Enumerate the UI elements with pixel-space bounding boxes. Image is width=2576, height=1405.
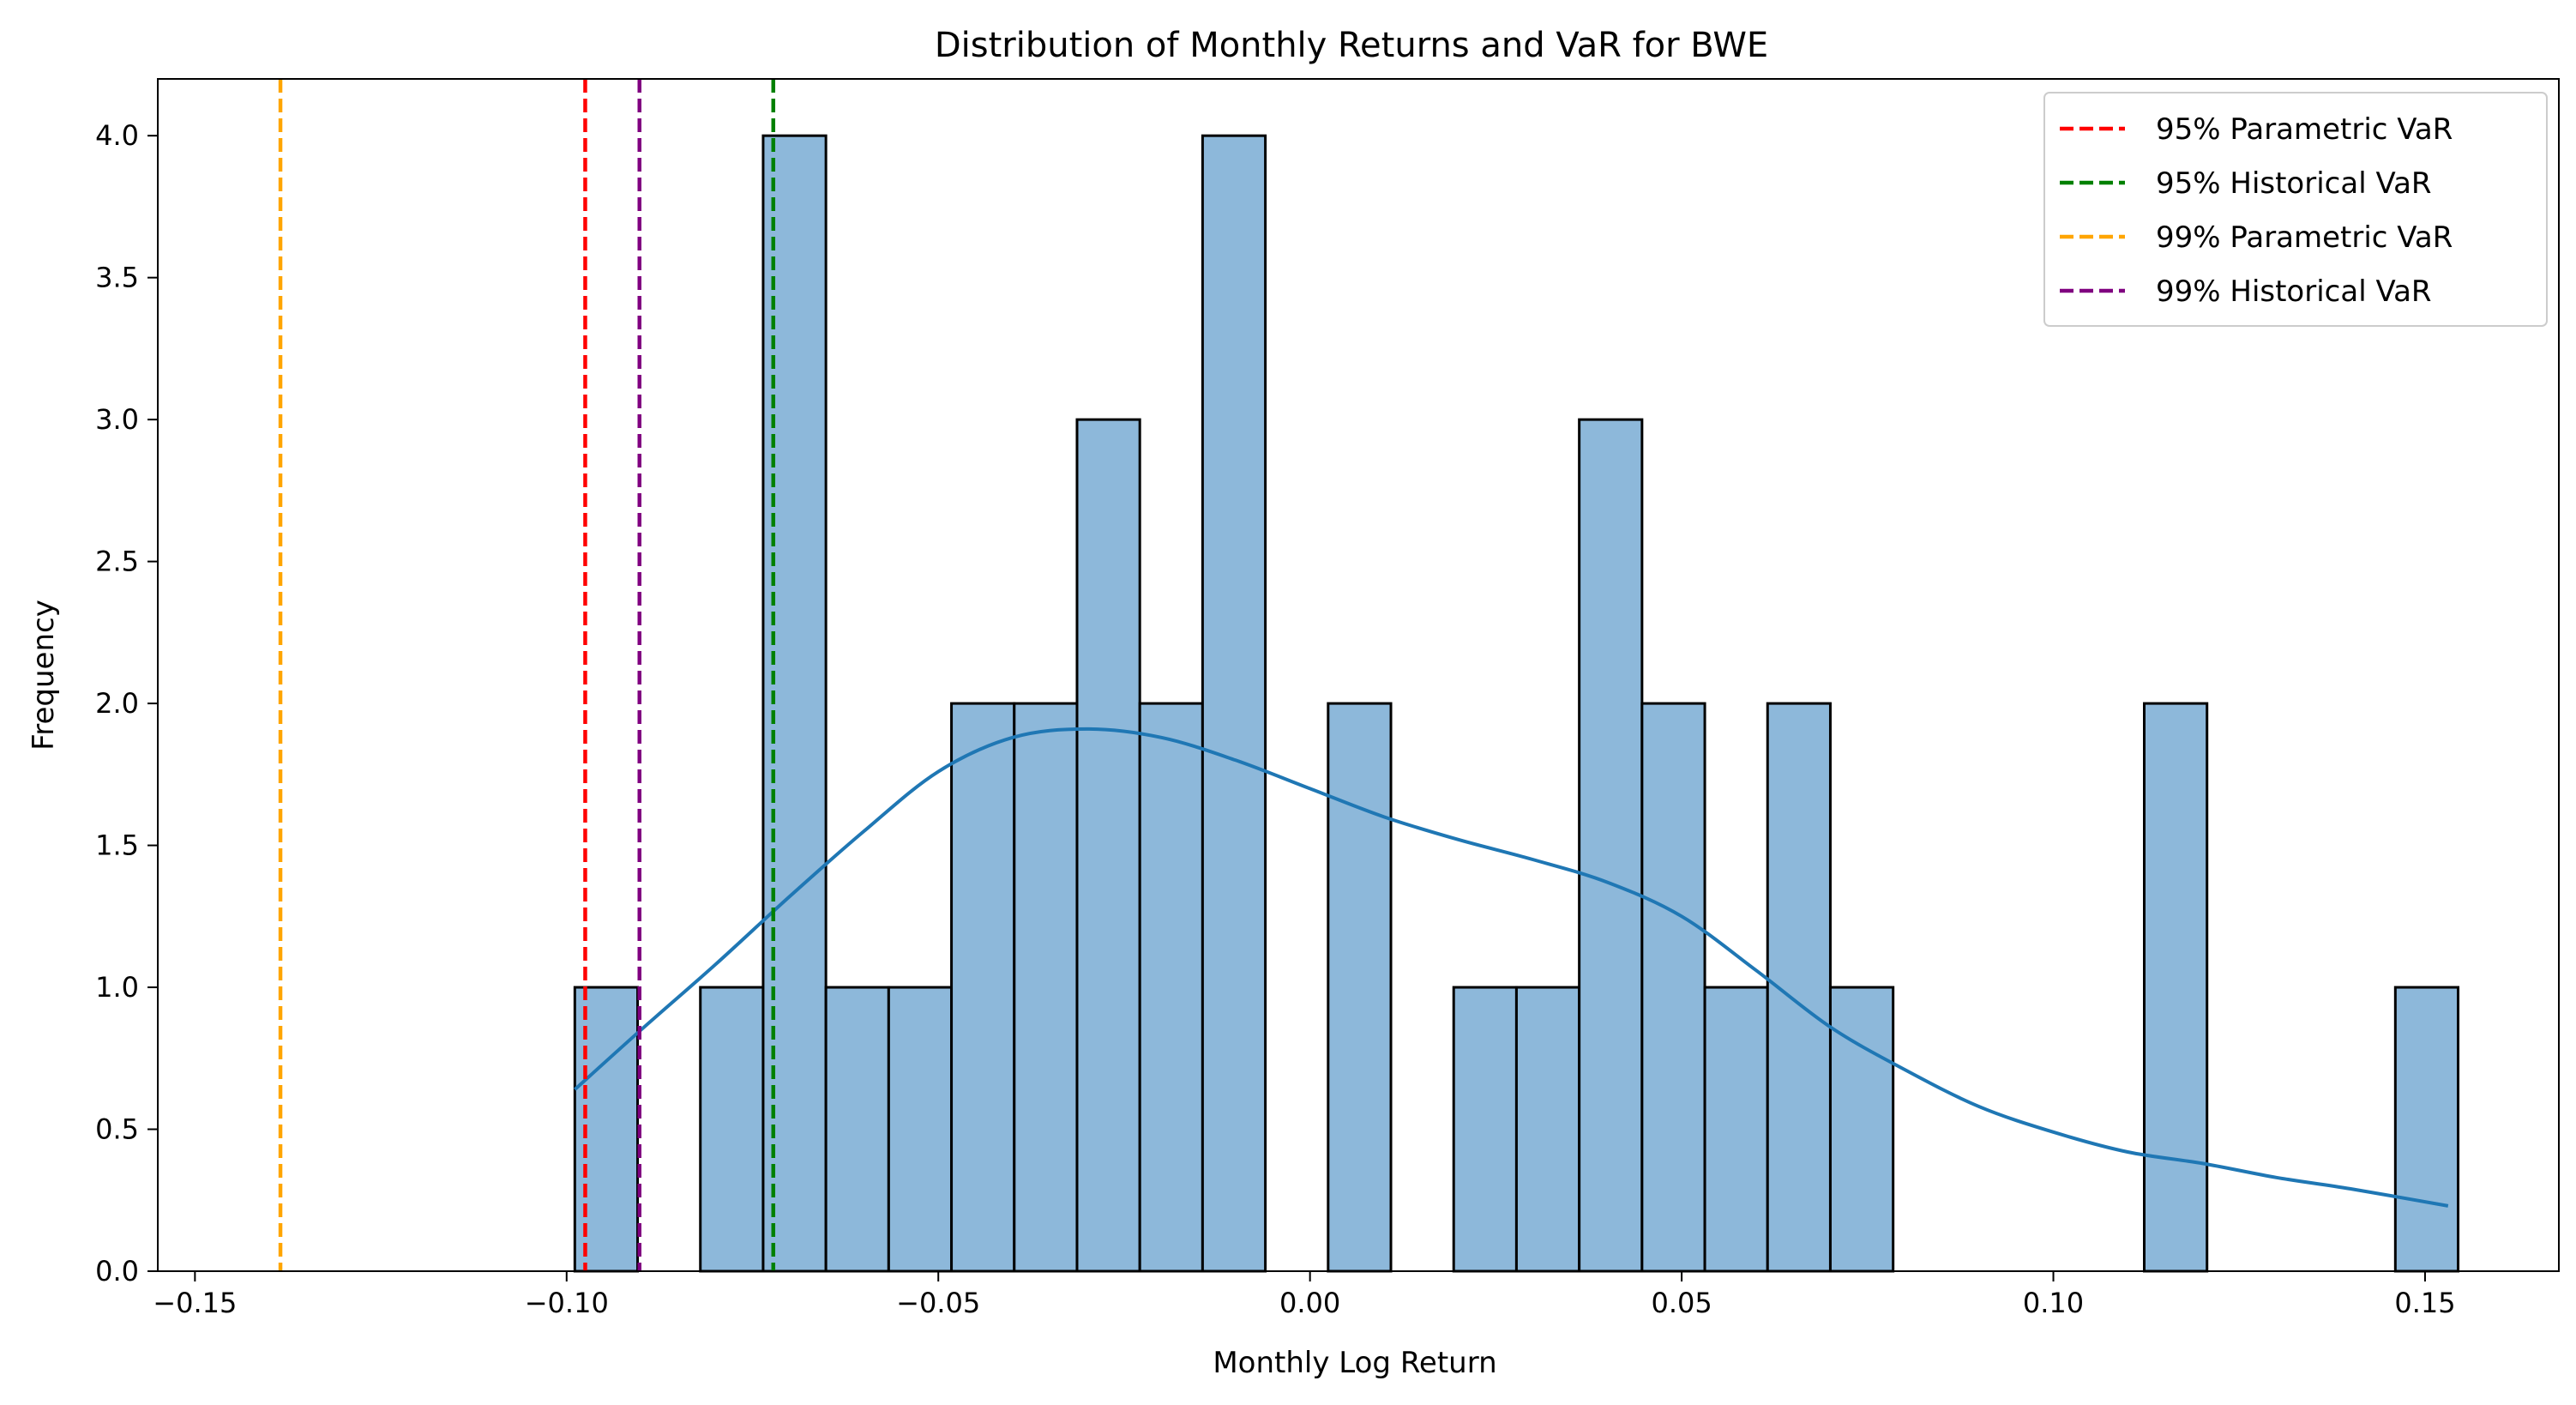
histogram-bar	[1828, 986, 1895, 1273]
x-axis-ticks: −0.15 −0.10 −0.05 0.00 0.05 0.10 0.15	[153, 1271, 2456, 1319]
x-axis-label: Monthly Log Return	[1213, 1346, 1496, 1380]
histogram-bar	[1703, 986, 1769, 1273]
legend: 95% Parametric VaR 95% Historical VaR 99% …	[2043, 92, 2548, 327]
y-tick-label: 2.5	[95, 546, 139, 578]
histogram-bars	[573, 134, 2460, 1273]
y-tick-label: 1.0	[95, 971, 139, 1004]
histogram-bar	[1452, 986, 1518, 1273]
histogram-bar	[1075, 418, 1141, 1273]
histogram-bar	[699, 986, 765, 1273]
chart-title: Distribution of Monthly Returns and VaR …	[935, 26, 1768, 65]
histogram-bar	[1640, 702, 1706, 1273]
var-lines	[278, 79, 776, 1271]
x-tick-label: 0.05	[1651, 1287, 1712, 1319]
histogram-bar	[1201, 134, 1267, 1273]
plot-frame	[157, 78, 2560, 1272]
y-tick-label: 3.0	[95, 403, 139, 436]
x-tick-label: 0.10	[2023, 1287, 2084, 1319]
histogram-bar	[1138, 702, 1204, 1273]
x-tick-label: −0.15	[153, 1287, 237, 1319]
histogram-bar	[950, 702, 1016, 1273]
histogram-bar	[1578, 418, 1644, 1273]
x-tick-label: 0.00	[1279, 1287, 1340, 1319]
histogram-bar	[2393, 986, 2460, 1273]
y-tick-label: 2.0	[95, 687, 139, 720]
x-tick-label: −0.10	[525, 1287, 609, 1319]
x-tick-label: 0.15	[2394, 1287, 2455, 1319]
legend-label: 95% Historical VaR	[2156, 166, 2432, 201]
legend-label: 99% Historical VaR	[2156, 274, 2432, 309]
histogram-bar	[1327, 702, 1393, 1273]
histogram-bar	[824, 986, 890, 1273]
y-axis-label: Frequency	[27, 600, 61, 751]
histogram-bar	[2143, 702, 2209, 1273]
legend-label: 99% Parametric VaR	[2156, 220, 2453, 255]
legend-box	[2043, 92, 2548, 327]
histogram-bar	[1013, 702, 1079, 1273]
y-tick-label: 4.0	[95, 119, 139, 152]
legend-label: 95% Parametric VaR	[2156, 112, 2453, 147]
y-tick-label: 3.5	[95, 262, 139, 294]
y-tick-label: 1.5	[95, 829, 139, 862]
y-axis-ticks: 0.0 0.5 1.0 1.5 2.0 2.5 3.0 3.5 4.0	[95, 119, 158, 1287]
histogram-bar	[1514, 986, 1581, 1273]
y-tick-label: 0.5	[95, 1113, 139, 1146]
histogram-bar	[887, 986, 954, 1273]
y-tick-label: 0.0	[95, 1255, 139, 1287]
x-tick-label: −0.05	[896, 1287, 980, 1319]
kde-curve	[573, 727, 2449, 1208]
